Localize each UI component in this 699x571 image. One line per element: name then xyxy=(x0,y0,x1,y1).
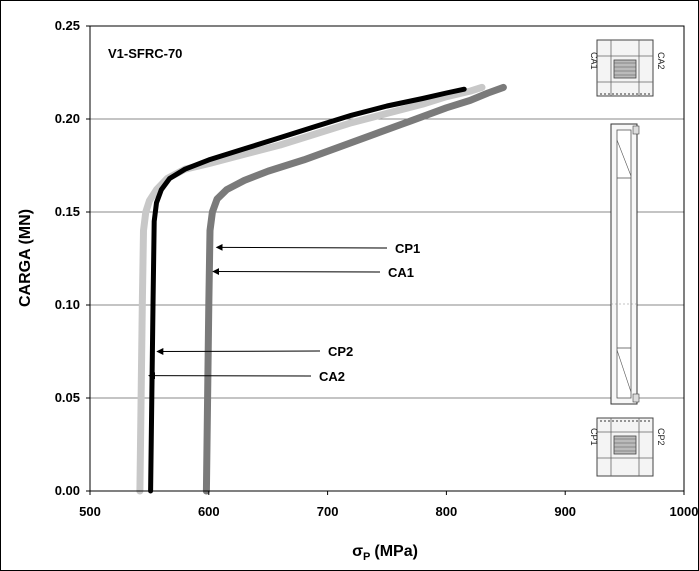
series-layer xyxy=(136,83,507,495)
y-tick-label: 0.25 xyxy=(55,18,80,33)
x-axis-ticks: 500 600 700 800 900 1000 xyxy=(79,491,698,519)
y-axis-label: CARGA (MN) xyxy=(17,209,34,307)
series-line-ca1 xyxy=(202,83,507,495)
x-tick-label: 800 xyxy=(436,504,458,519)
x-axis-label-symbol: σ xyxy=(352,543,363,560)
panel-title: V1-SFRC-70 xyxy=(108,46,182,61)
x-tick-label: 700 xyxy=(317,504,339,519)
series-line-cp1 xyxy=(136,83,486,495)
inset-label-ca1: CA1 xyxy=(589,52,599,70)
annotation-label-ca2: CA2 xyxy=(319,369,345,384)
y-tick-label: 0.20 xyxy=(55,111,80,126)
annotation-label-ca1: CA1 xyxy=(388,265,414,280)
top-section-diagram xyxy=(596,39,654,97)
inset-label-ca2: CA2 xyxy=(656,52,666,70)
x-tick-label: 500 xyxy=(79,504,101,519)
x-axis-label: σP (MPa) xyxy=(352,543,418,563)
x-tick-label: 600 xyxy=(198,504,220,519)
x-axis-label-unit: (MPa) xyxy=(374,543,418,560)
y-axis-ticks: 0.00 0.05 0.10 0.15 0.20 0.25 xyxy=(55,18,90,498)
annotation-arrow-cp1 xyxy=(215,243,388,251)
x-tick-label: 1000 xyxy=(670,504,699,519)
x-tick-label: 900 xyxy=(554,504,576,519)
gridlines xyxy=(90,118,684,399)
annotation-arrow-cp2 xyxy=(156,347,321,355)
annotation-label-cp1: CP1 xyxy=(395,241,420,256)
specimen-inset: CA1 CA2 CP1 CP2 xyxy=(589,39,666,477)
bottom-section-diagram xyxy=(596,417,654,477)
y-tick-label: 0.05 xyxy=(55,390,80,405)
x-axis-label-subscript: P xyxy=(363,551,370,563)
y-tick-label: 0.10 xyxy=(55,297,80,312)
plot-area-border xyxy=(89,25,685,492)
series-line-cp2 xyxy=(148,86,467,494)
inset-label-cp1: CP1 xyxy=(589,428,599,446)
y-tick-label: 0.00 xyxy=(55,483,80,498)
annotation-label-cp2: CP2 xyxy=(328,344,353,359)
column-elevation-diagram xyxy=(610,123,640,405)
annotations: CP1 CA1 CP2 CA2 xyxy=(148,241,420,384)
inset-label-cp2: CP2 xyxy=(656,428,666,446)
y-tick-label: 0.15 xyxy=(55,204,80,219)
